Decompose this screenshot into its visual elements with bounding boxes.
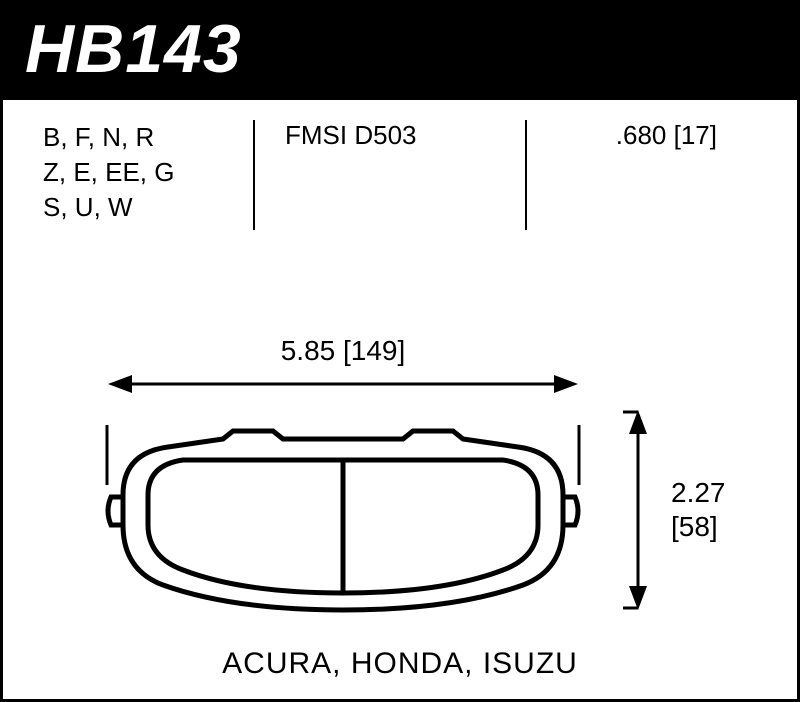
width-mm: [149] [343, 335, 405, 366]
thickness-spec: .680 [17] [557, 120, 767, 230]
compounds-line: Z, E, EE, G [43, 155, 253, 190]
part-number: HB143 [25, 10, 242, 88]
main-panel: B, F, N, R Z, E, EE, G S, U, W FMSI D503… [0, 100, 800, 702]
width-dimension: 5.85 [149] [108, 335, 578, 399]
pad-svg [103, 425, 583, 625]
thickness-mm: [17] [674, 120, 717, 150]
height-mm: [58] [671, 510, 726, 544]
vehicle-makes: ACURA, HONDA, ISUZU [3, 647, 797, 681]
height-in: 2.27 [671, 476, 726, 510]
header-bar: HB143 [0, 0, 800, 100]
thickness-in: .680 [616, 120, 667, 150]
compounds-list: B, F, N, R Z, E, EE, G S, U, W [43, 120, 253, 230]
compounds-line: S, U, W [43, 190, 253, 225]
height-arrow [623, 410, 653, 610]
compounds-line: B, F, N, R [43, 120, 253, 155]
width-in: 5.85 [281, 335, 336, 366]
height-label: 2.27 [58] [671, 476, 726, 543]
height-dimension: 2.27 [58] [623, 410, 726, 610]
brake-pad-drawing [103, 425, 583, 630]
spec-row: B, F, N, R Z, E, EE, G S, U, W FMSI D503… [3, 100, 797, 230]
width-label: 5.85 [149] [108, 335, 578, 367]
width-arrow [108, 369, 578, 399]
fmsi-code: FMSI D503 [285, 120, 525, 230]
divider [253, 120, 255, 230]
divider [525, 120, 527, 230]
